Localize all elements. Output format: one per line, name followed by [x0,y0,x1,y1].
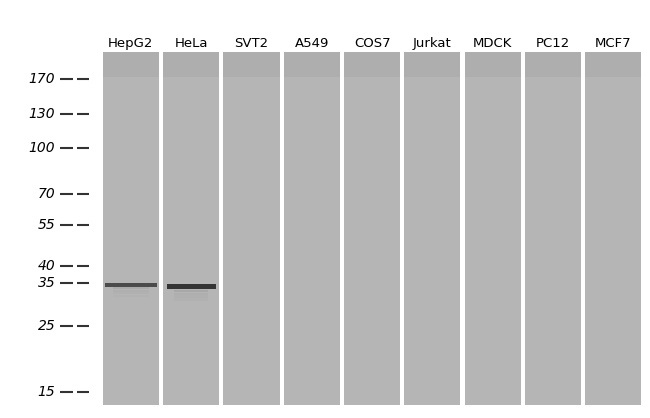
Text: 170: 170 [29,72,55,87]
Text: Jurkat: Jurkat [413,37,452,50]
Text: 40: 40 [38,259,55,273]
Bar [585,52,642,77]
Text: 25: 25 [38,319,55,333]
Bar [113,292,149,294]
Text: 130: 130 [29,107,55,121]
Text: PC12: PC12 [536,37,570,50]
Bar [105,283,157,287]
Bar [113,295,149,297]
Text: 70: 70 [38,187,55,201]
Bar [465,52,521,77]
Bar [163,52,219,405]
Bar [174,298,209,301]
Text: MCF7: MCF7 [595,37,632,50]
Bar [166,284,216,289]
Text: 100: 100 [29,141,55,155]
Text: MDCK: MDCK [473,37,512,50]
Bar [224,52,280,405]
Text: 35: 35 [38,276,55,290]
Text: 55: 55 [38,218,55,232]
Bar [113,287,149,289]
Bar [525,52,581,405]
Bar [284,52,340,77]
Text: COS7: COS7 [354,37,391,50]
Bar [174,296,209,298]
Bar [404,52,460,77]
Text: SVT2: SVT2 [235,37,268,50]
Bar [163,52,219,77]
Bar [585,52,642,405]
Bar [113,290,149,292]
Bar [103,52,159,77]
Text: 15: 15 [38,385,55,399]
Bar [224,52,280,77]
Bar [174,293,209,295]
Text: A549: A549 [294,37,329,50]
Text: HepG2: HepG2 [108,37,153,50]
Bar [344,52,400,77]
Bar [525,52,581,77]
Bar [344,52,400,405]
Bar [404,52,460,405]
Bar [174,290,209,292]
Bar [284,52,340,405]
Text: HeLa: HeLa [174,37,208,50]
Bar [103,52,159,405]
Bar [465,52,521,405]
